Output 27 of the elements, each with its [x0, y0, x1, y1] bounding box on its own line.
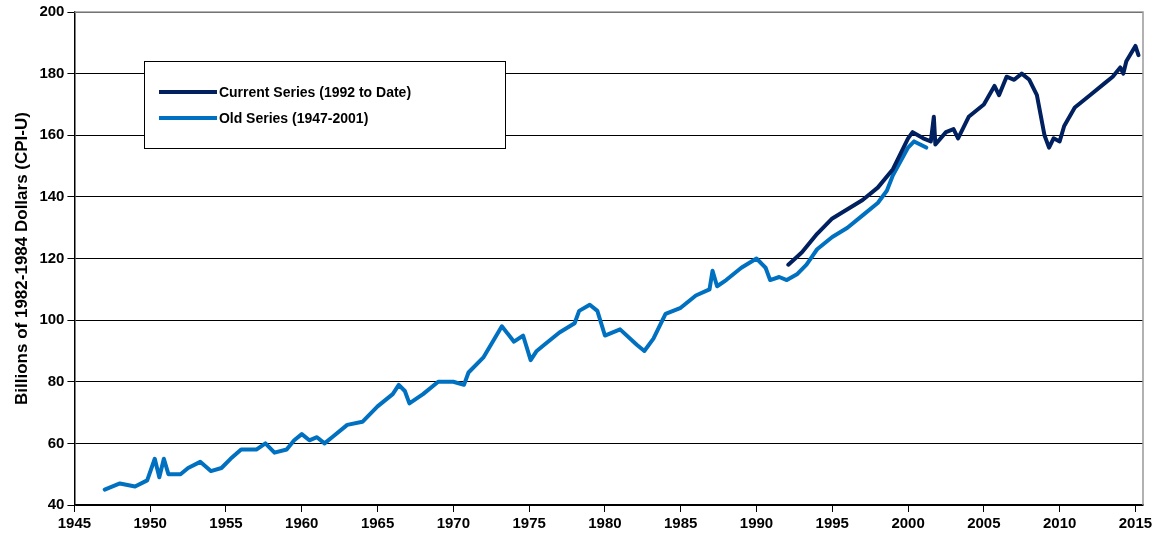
x-tick-label: 2015 — [1118, 514, 1153, 532]
x-tick-label: 1950 — [133, 514, 167, 532]
x-tick-label: 2000 — [891, 514, 925, 532]
y-tick-label: 40 — [47, 495, 65, 513]
y-tick-label: 200 — [39, 2, 65, 20]
x-tick-label: 1955 — [209, 514, 243, 532]
x-tick-label: 1970 — [436, 514, 471, 532]
legend-label: Current Series (1992 to Date) — [218, 84, 412, 101]
x-tick-label: 1980 — [588, 514, 622, 532]
y-tick-label: 140 — [39, 187, 65, 205]
y-tick-label: 160 — [39, 125, 65, 143]
x-tick-label: 1965 — [360, 514, 395, 532]
x-tick-label: 1990 — [739, 514, 774, 532]
x-tick-label: 1995 — [815, 514, 849, 532]
x-tick-label: 1945 — [57, 514, 92, 532]
y-tick-label: 80 — [47, 371, 65, 389]
x-tick-label: 1960 — [285, 514, 319, 532]
x-tick-label: 2010 — [1042, 514, 1077, 532]
x-tick-label: 1975 — [512, 514, 546, 532]
x-tick-label: 2005 — [967, 514, 1001, 532]
y-tick-label: 100 — [39, 310, 65, 328]
y-tick-label: 180 — [39, 63, 65, 81]
y-tick-label: 60 — [47, 433, 65, 451]
y-axis-title: Billions of 1982-1984 Dollars (CPI-U) — [11, 112, 31, 405]
x-tick-label: 1985 — [664, 514, 698, 532]
y-tick-label: 120 — [39, 248, 65, 266]
legend-label: Old Series (1947-2001) — [218, 110, 369, 127]
